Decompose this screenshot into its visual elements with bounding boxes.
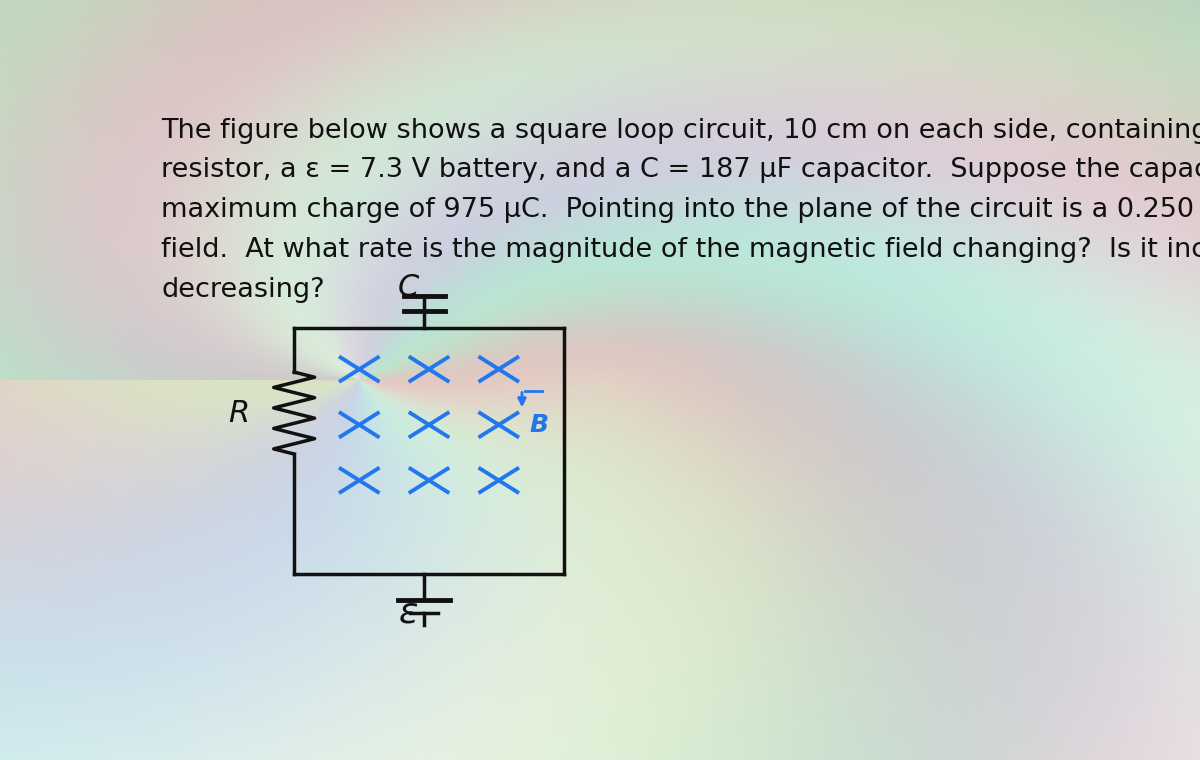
Text: maximum charge of 975 μC.  Pointing into the plane of the circuit is a 0.250 T m: maximum charge of 975 μC. Pointing into … [161, 197, 1200, 223]
Text: field.  At what rate is the magnitude of the magnetic field changing?  Is it inc: field. At what rate is the magnitude of … [161, 237, 1200, 263]
Text: The figure below shows a square loop circuit, 10 cm on each side, containing a R: The figure below shows a square loop cir… [161, 118, 1200, 144]
Text: decreasing?: decreasing? [161, 277, 325, 302]
Text: ε: ε [398, 596, 419, 629]
Text: R: R [228, 398, 248, 428]
Text: resistor, a ε = 7.3 V battery, and a C = 187 μF capacitor.  Suppose the capacito: resistor, a ε = 7.3 V battery, and a C =… [161, 157, 1200, 183]
Text: C: C [398, 273, 419, 302]
Text: B: B [529, 413, 548, 437]
